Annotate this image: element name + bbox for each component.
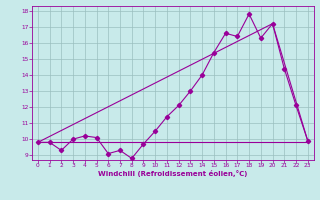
X-axis label: Windchill (Refroidissement éolien,°C): Windchill (Refroidissement éolien,°C) [98,170,247,177]
